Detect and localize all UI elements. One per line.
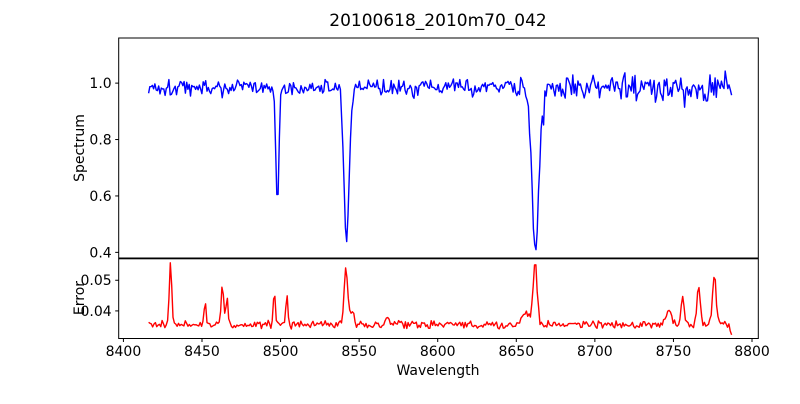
spectrum-panel-border bbox=[118, 37, 759, 259]
x-tick-label: 8650 bbox=[498, 344, 534, 360]
chart-generated-content: 0.4 0.6 0.8 1.0 0.04 0.05 8400 8450 8500 8550 8600… bbox=[81, 37, 770, 360]
error-panel-border bbox=[118, 258, 759, 339]
x-tick-label: 8450 bbox=[184, 344, 220, 360]
y-tick-label: 0.6 bbox=[89, 189, 111, 205]
x-axis-label: Wavelength bbox=[396, 363, 479, 379]
y-tick-label: 0.4 bbox=[89, 245, 111, 261]
y-tick-label: 0.04 bbox=[81, 304, 112, 320]
spectrum-y-axis-label: Spectrum bbox=[72, 114, 88, 182]
x-tick-label: 8700 bbox=[577, 344, 613, 360]
spectrum-series-line bbox=[147, 70, 733, 251]
y-tick-label: 0.05 bbox=[81, 273, 112, 289]
y-tick-label: 1.0 bbox=[89, 76, 111, 92]
figure-title: 20100618_2010m70_042 bbox=[329, 11, 546, 31]
x-tick-label: 8750 bbox=[656, 344, 692, 360]
y-tick-label: 0.8 bbox=[89, 132, 111, 148]
x-tick-label: 8600 bbox=[420, 344, 456, 360]
x-tick-label: 8500 bbox=[263, 344, 299, 360]
error-y-axis-label: Error bbox=[72, 281, 88, 315]
error-series-line bbox=[148, 262, 733, 336]
x-tick-label: 8400 bbox=[106, 344, 142, 360]
x-tick-label: 8800 bbox=[734, 344, 770, 360]
x-tick-label: 8550 bbox=[341, 344, 377, 360]
